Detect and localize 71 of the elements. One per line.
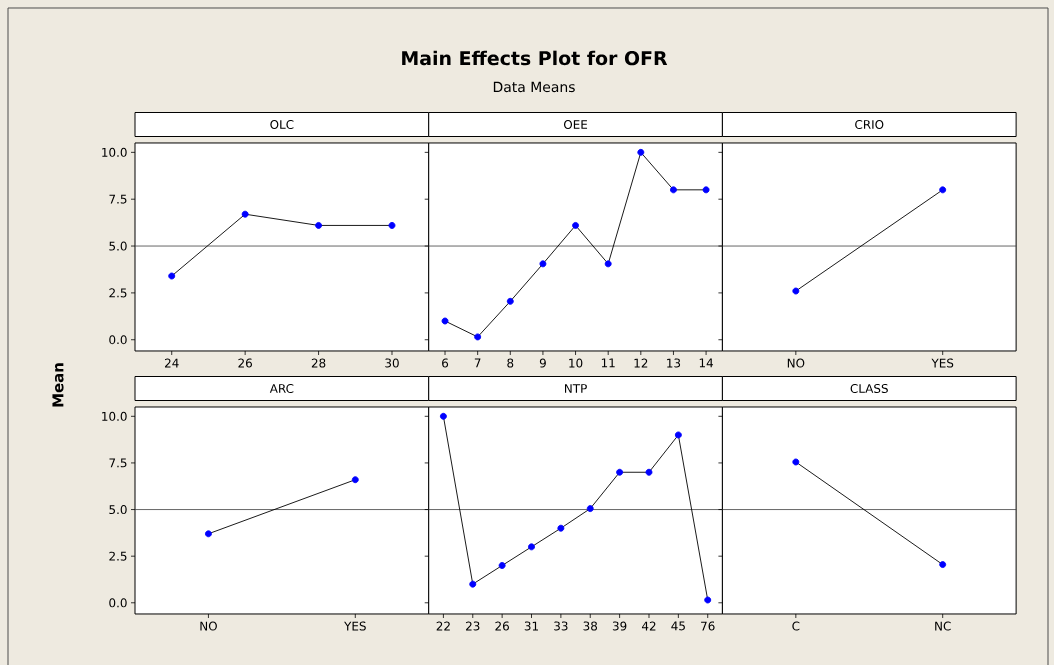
x-tick-label: 28	[311, 358, 326, 368]
point	[474, 333, 482, 341]
x-tick-label: 23	[466, 621, 480, 631]
x-tick-label: 76	[701, 621, 715, 631]
point	[241, 210, 249, 218]
text: Data Means	[493, 81, 575, 93]
y-tick-label: 0.0	[109, 335, 127, 345]
point	[441, 317, 449, 325]
point	[645, 468, 653, 476]
x-tick-label: 10	[569, 358, 583, 368]
x-tick-label: 8	[507, 358, 514, 368]
x-tick-label: NO	[787, 358, 805, 368]
point	[498, 562, 506, 569]
x-tick-label: NO	[200, 621, 217, 631]
x-tick-label: 39	[612, 621, 627, 631]
x-tick-label: 11	[601, 358, 615, 368]
point	[616, 468, 624, 476]
y-tick-label: 2.5	[109, 551, 127, 561]
x-tick-label: YES	[931, 358, 954, 368]
chart-title: NTP	[565, 384, 587, 393]
y-tick-label: 5.0	[109, 241, 127, 251]
y-tick-label: 7.5	[109, 194, 127, 204]
y-tick-label: 10.0	[102, 147, 127, 157]
x-tick-label: 31	[524, 621, 538, 631]
chart-title: CRIO	[855, 119, 884, 130]
x-tick-label: 45	[671, 621, 685, 631]
y-tick-label: 0.0	[109, 598, 127, 608]
point	[674, 431, 682, 439]
point	[506, 297, 514, 305]
point	[469, 580, 477, 588]
x-tick-label: 7	[474, 358, 481, 368]
point	[637, 148, 645, 156]
x-tick-label: C	[792, 621, 800, 631]
x-tick-label: 6	[442, 358, 449, 368]
chart-title: CLASS	[850, 383, 888, 394]
point	[528, 543, 535, 551]
point	[572, 221, 580, 229]
chart-title: OEE	[563, 119, 588, 130]
y-tick-label: 5.0	[109, 505, 127, 515]
point	[539, 260, 547, 268]
point	[168, 272, 176, 280]
point	[557, 524, 565, 532]
x-tick-label: 42	[641, 621, 656, 631]
point	[604, 260, 612, 268]
point	[586, 505, 594, 513]
point	[439, 412, 447, 420]
y-tick-label: 2.5	[109, 288, 127, 298]
point	[670, 186, 677, 194]
y-axis-title: Mean	[52, 363, 64, 407]
x-tick-label: 30	[385, 358, 399, 368]
chart-title: OLC	[270, 119, 294, 130]
chart-title: ARC	[269, 383, 294, 394]
x-tick-label: NC	[935, 621, 951, 631]
point	[315, 221, 323, 229]
x-tick-label: YES	[344, 621, 366, 631]
x-tick-label: 26	[238, 358, 252, 368]
point	[388, 221, 396, 229]
x-tick-label: 22	[436, 621, 450, 631]
point	[702, 186, 710, 194]
point	[704, 596, 712, 604]
x-tick-label: 38	[583, 621, 598, 631]
y-tick-label: 7.5	[109, 458, 127, 468]
y-tick-label: 10.0	[102, 411, 127, 421]
x-tick-label: 14	[699, 358, 714, 368]
x-tick-label: 24	[164, 358, 179, 368]
x-tick-label: 9	[539, 358, 546, 368]
x-tick-label: 13	[667, 358, 681, 368]
text: Main Effects Plot for OFR	[402, 50, 668, 66]
x-tick-label: 26	[495, 621, 509, 631]
x-tick-label: 33	[554, 621, 568, 631]
x-tick-label: 12	[634, 358, 648, 368]
